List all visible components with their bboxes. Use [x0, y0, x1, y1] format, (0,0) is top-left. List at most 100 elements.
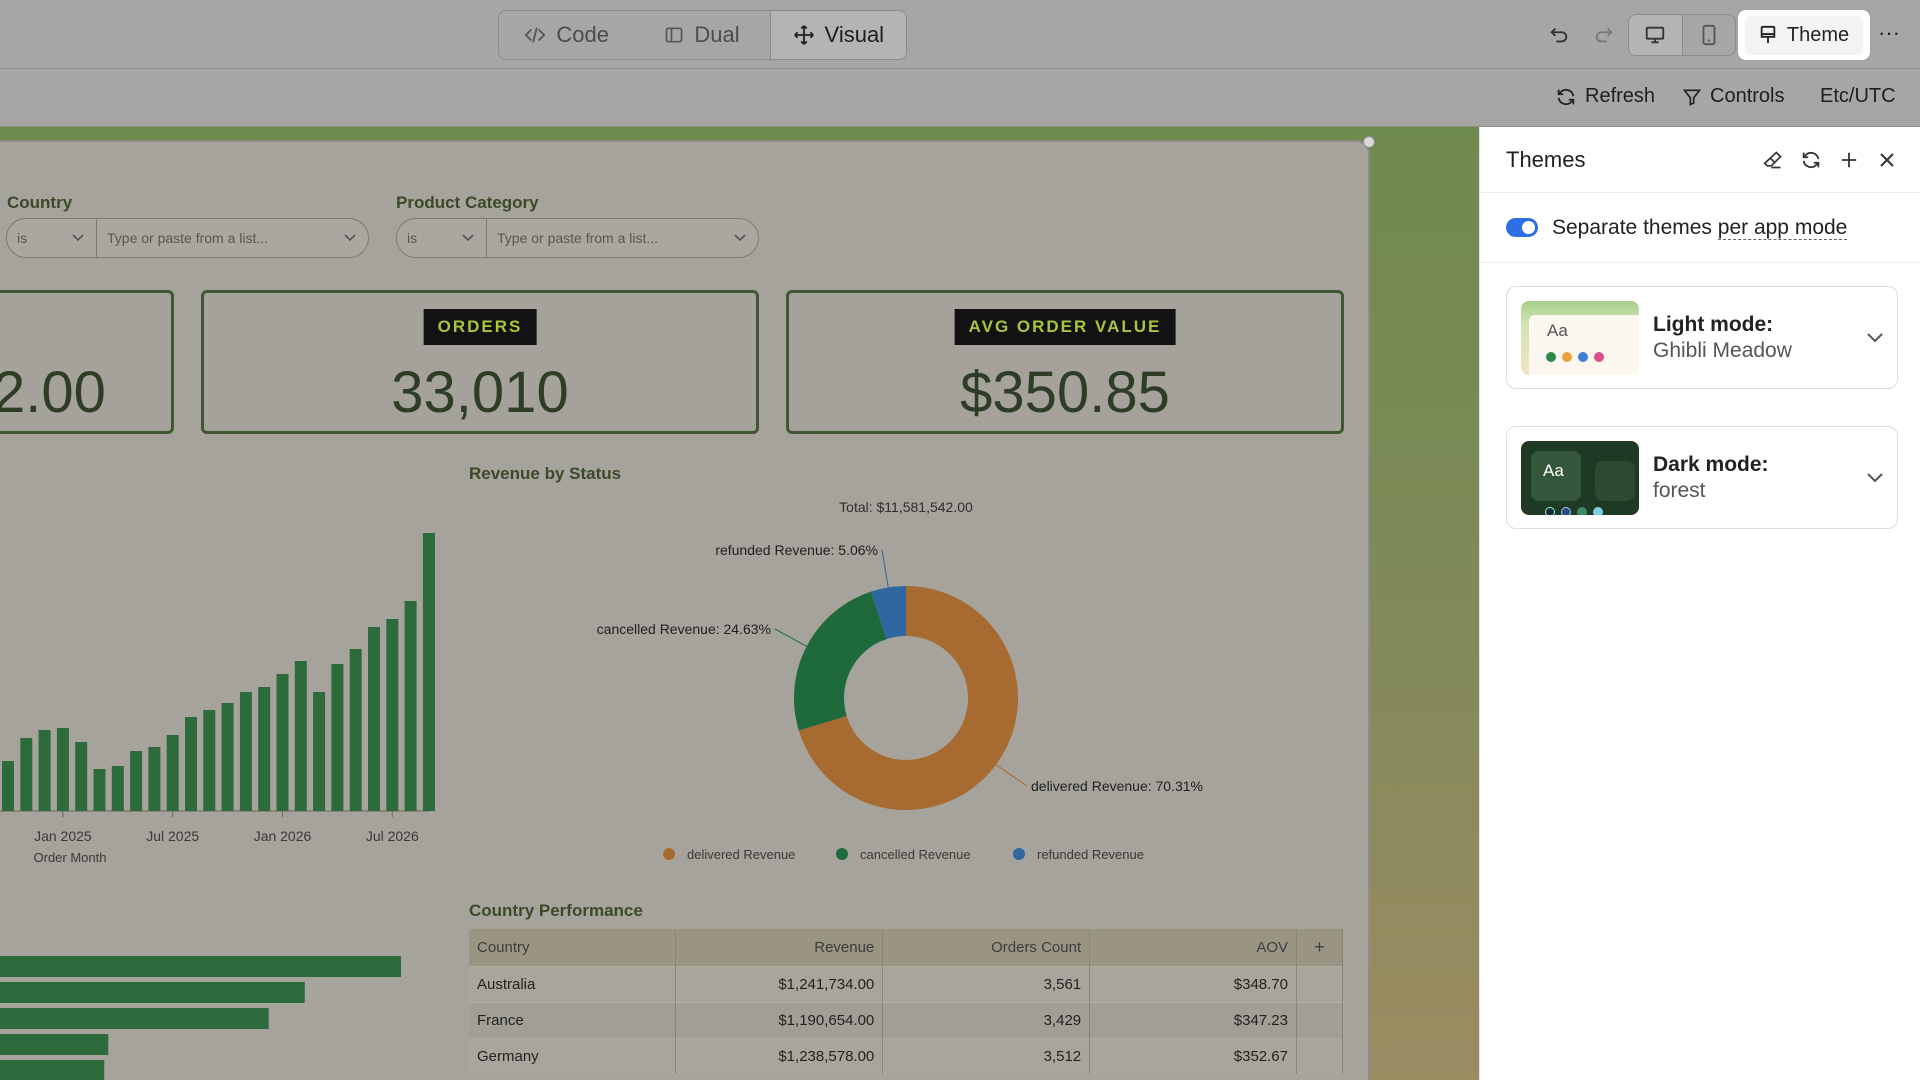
separate-themes-row: Separate themes per app mode [1480, 193, 1920, 263]
more-dots-icon: ··· [1878, 20, 1900, 45]
separate-themes-toggle[interactable] [1506, 218, 1538, 237]
bar[interactable] [331, 664, 344, 811]
bar[interactable] [75, 742, 88, 811]
country-value-input[interactable]: Type or paste from a list... [97, 230, 368, 246]
desktop-preview-button[interactable] [1629, 15, 1683, 55]
bar[interactable] [20, 738, 33, 811]
redo-button[interactable] [1587, 18, 1621, 52]
table-cell: $348.70 [1089, 965, 1297, 1002]
bar[interactable] [185, 717, 197, 811]
country-operator-select[interactable]: is [7, 219, 97, 257]
refresh-button[interactable]: Refresh [1555, 85, 1655, 108]
plus-icon [1841, 152, 1857, 167]
bar[interactable] [38, 730, 51, 811]
add-column-button[interactable]: + [1296, 929, 1343, 966]
bar[interactable] [56, 728, 69, 811]
column-header-country[interactable]: Country [469, 929, 677, 966]
table-cell [1296, 965, 1343, 1002]
bar[interactable] [313, 692, 326, 811]
visual-mode-button[interactable]: Visual [769, 11, 906, 59]
eraser-icon [1763, 150, 1782, 168]
column-header-revenue[interactable]: Revenue [675, 929, 884, 966]
bar[interactable] [0, 1008, 269, 1029]
bar[interactable] [422, 533, 435, 811]
dual-mode-label: Dual [694, 22, 740, 47]
country-operator-value: is [17, 230, 28, 246]
bar[interactable] [404, 601, 417, 811]
product-category-operator-select[interactable]: is [397, 219, 487, 257]
table-cell: France [469, 1001, 677, 1038]
slice-label: cancelled Revenue: 24.63% [597, 621, 771, 637]
table-row[interactable]: Germany $1,238,578.00 3,512 $352.67 [469, 1037, 1343, 1074]
revenue-by-status-donut-chart: Total: $11,581,542.00 delivered Revenue: … [597, 499, 1203, 862]
mobile-preview-button[interactable] [1683, 15, 1736, 55]
table-row[interactable]: Australia $1,241,734.00 3,561 $348.70 [469, 965, 1343, 1002]
bar[interactable] [0, 1034, 109, 1055]
pie-slice[interactable] [870, 586, 906, 640]
dark-mode-theme-card[interactable]: Aa Dark mode: forest [1506, 426, 1898, 529]
more-options-button[interactable]: ··· [1872, 16, 1906, 50]
bar[interactable] [2, 761, 14, 811]
bar[interactable] [203, 710, 216, 811]
bar[interactable] [349, 649, 362, 811]
eraser-button[interactable] [1762, 149, 1784, 171]
table-row[interactable]: France $1,190,654.00 3,429 $347.23 [469, 1001, 1343, 1038]
dual-mode-button[interactable]: Dual [634, 11, 769, 59]
legend-swatch [1013, 848, 1025, 860]
monthly-revenue-bar-chart: Jan 2025 Jul 2025 Jan 2026 Jul 2026 Order Mo… [0, 533, 435, 865]
bar[interactable] [368, 627, 380, 811]
add-theme-button[interactable] [1838, 149, 1860, 171]
product-category-value-input[interactable]: Type or paste from a list... [487, 230, 758, 246]
column-header-orders-count[interactable]: Orders Count [882, 929, 1091, 966]
bar[interactable] [239, 692, 252, 811]
dark-mode-label: Dark mode: [1653, 452, 1769, 476]
separate-themes-label: Separate themes per app mode [1552, 215, 1848, 240]
light-mode-theme-name: Ghibli Meadow [1653, 338, 1792, 362]
country-filter: is Type or paste from a list... [6, 218, 369, 258]
light-theme-thumbnail: Aa [1521, 300, 1639, 375]
bar[interactable] [221, 703, 234, 811]
legend-entry[interactable]: delivered Revenue [687, 847, 795, 862]
bar[interactable] [386, 619, 399, 811]
theme-button-label: Theme [1786, 23, 1850, 46]
bar[interactable] [0, 956, 401, 977]
code-mode-label: Code [556, 22, 609, 47]
x-tick-label: Jul 2025 [146, 828, 199, 844]
bar[interactable] [166, 735, 179, 811]
table-cell [1296, 1001, 1343, 1038]
code-mode-button[interactable]: Code [499, 11, 634, 59]
close-panel-button[interactable] [1876, 149, 1898, 171]
light-mode-theme-card[interactable]: Aa Light mode: Ghibli Meadow [1506, 286, 1898, 389]
chevron-down-icon [462, 234, 474, 242]
resize-handle[interactable] [1363, 136, 1375, 148]
bar[interactable] [276, 674, 289, 811]
pie-slice[interactable] [798, 586, 1018, 810]
bar[interactable] [130, 751, 143, 811]
country-value-placeholder: Type or paste from a list... [107, 230, 269, 246]
theme-button[interactable]: Theme [1738, 10, 1870, 60]
close-icon [1880, 152, 1894, 167]
bar[interactable] [93, 769, 106, 811]
sync-button[interactable] [1800, 149, 1822, 171]
legend-entry[interactable]: refunded Revenue [1037, 847, 1144, 862]
chevron-down-icon [1867, 472, 1883, 482]
legend-swatch [663, 848, 675, 860]
controls-label: Controls [1710, 85, 1785, 107]
bar[interactable] [111, 766, 124, 811]
themes-panel-title: Themes [1506, 146, 1586, 172]
bar[interactable] [0, 982, 305, 1003]
undo-button[interactable] [1542, 18, 1576, 52]
bar[interactable] [0, 1060, 105, 1080]
column-header-aov[interactable]: AOV [1089, 929, 1297, 966]
bar[interactable] [148, 747, 161, 811]
refresh-label: Refresh [1585, 85, 1656, 107]
bar[interactable] [294, 661, 307, 811]
product-category-filter-label: Product Category [396, 193, 539, 212]
themes-panel-header: Themes [1480, 127, 1920, 193]
redo-icon [1595, 27, 1613, 43]
legend-entry[interactable]: cancelled Revenue [860, 847, 971, 862]
controls-button[interactable]: Controls [1682, 85, 1784, 108]
timezone-selector[interactable]: Etc/UTC [1820, 85, 1896, 108]
pie-slice[interactable] [794, 591, 887, 731]
bar[interactable] [258, 687, 271, 811]
